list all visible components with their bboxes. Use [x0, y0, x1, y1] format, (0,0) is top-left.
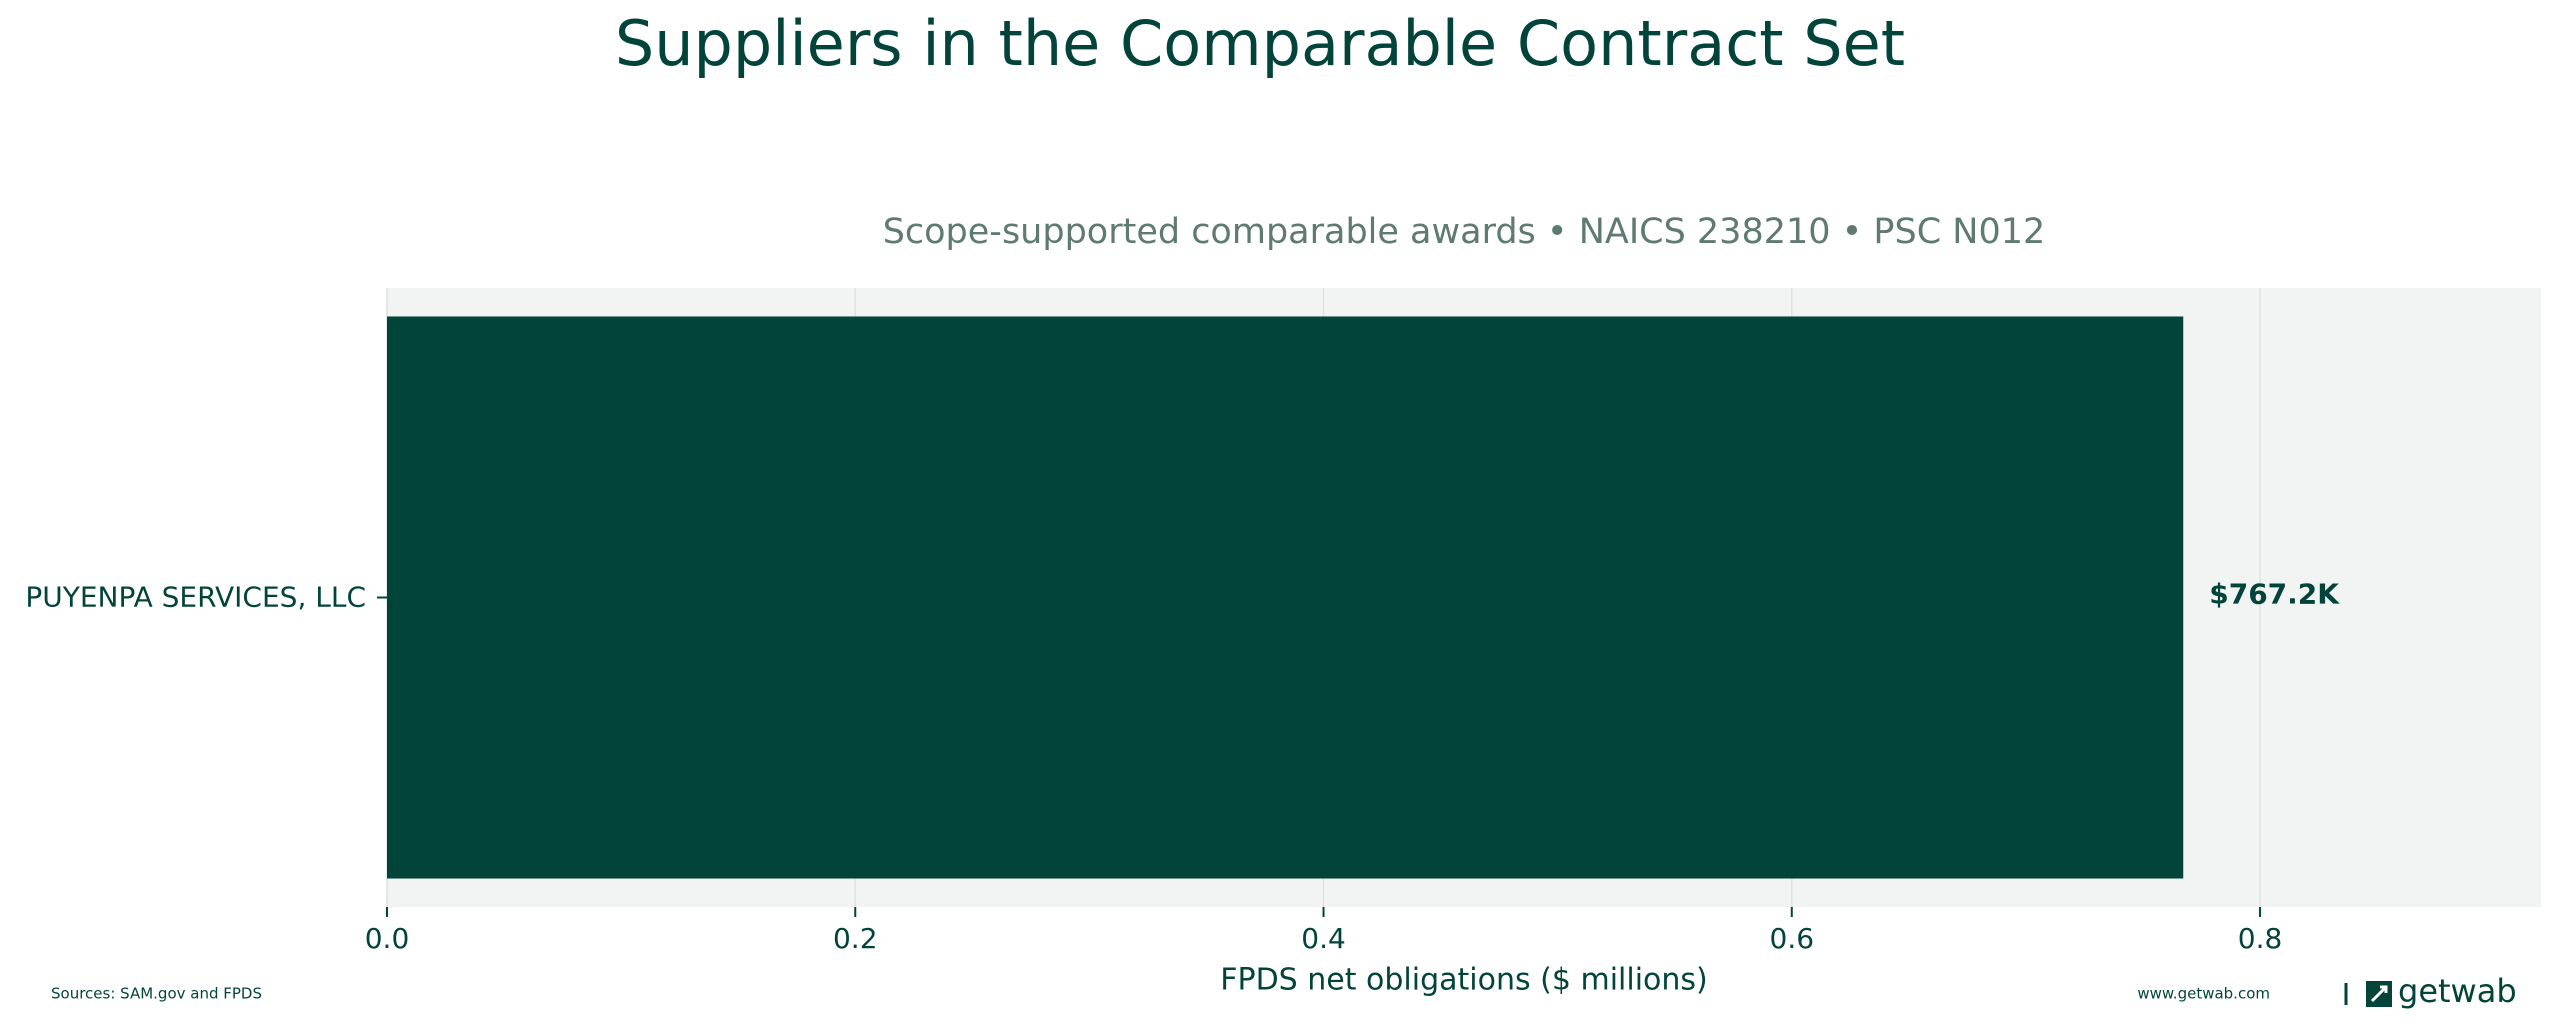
website: www.getwab.com [2137, 985, 2270, 1003]
x-tick-label: 0.6 [1770, 922, 1815, 955]
brand-name: getwab [2398, 972, 2517, 1010]
x-tick-label: 0.4 [1301, 922, 1346, 955]
y-tick-label: PUYENPA SERVICES, LLC [25, 581, 366, 614]
bar [387, 316, 2184, 879]
value-label: $767.2K [2209, 578, 2340, 611]
brand-icon-glyph [2370, 985, 2388, 1003]
chart-subtitle: Scope-supported comparable awards • NAIC… [883, 212, 2046, 252]
x-tick-label: 0.2 [833, 922, 878, 955]
x-tick-label: 0.8 [2238, 922, 2283, 955]
x-axis-label: FPDS net obligations ($ millions) [1220, 963, 1708, 998]
x-tick-label: 0.0 [365, 922, 410, 955]
source-note: Sources: SAM.gov and FPDS [51, 985, 262, 1003]
chart-title: Suppliers in the Comparable Contract Set [615, 7, 1905, 80]
